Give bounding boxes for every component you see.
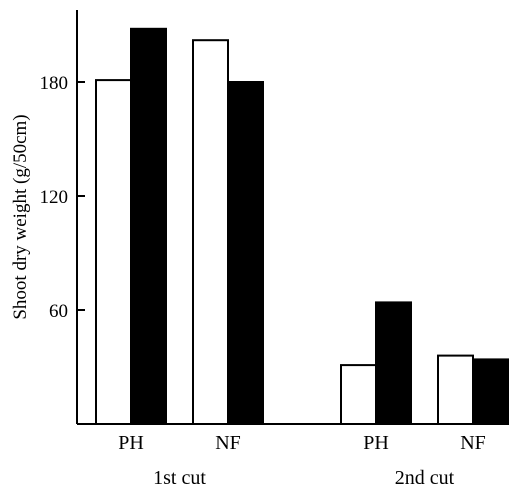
category-label: NF — [460, 432, 486, 454]
y-axis-title: Shoot dry weight (g/50cm) — [10, 114, 31, 319]
bar — [437, 354, 474, 426]
category-label: PH — [118, 432, 144, 454]
y-tick-label: 180 — [40, 73, 69, 94]
category-label: PH — [363, 432, 389, 454]
bar — [95, 79, 132, 425]
bar — [192, 39, 229, 425]
bar — [130, 27, 167, 426]
group-label: 1st cut — [153, 467, 206, 489]
bar — [375, 301, 412, 425]
bar — [472, 358, 509, 425]
bar — [227, 81, 264, 425]
y-tick-label: 60 — [49, 301, 68, 322]
group-labels: 1st cut 2nd cut — [153, 467, 455, 489]
category-labels: PH NF PH NF — [118, 432, 486, 454]
bars — [95, 27, 509, 426]
category-label: NF — [215, 432, 241, 454]
group-label: 2nd cut — [395, 467, 455, 489]
y-tick-label: 120 — [40, 187, 69, 208]
bar — [340, 364, 377, 426]
y-ticks: 60 120 180 — [40, 73, 85, 322]
